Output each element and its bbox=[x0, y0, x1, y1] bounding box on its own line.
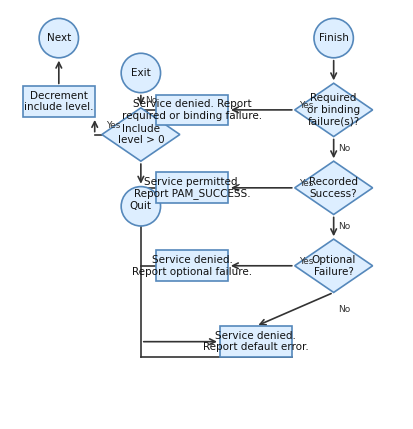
FancyBboxPatch shape bbox=[23, 86, 95, 117]
Text: Service permitted.
Report PAM_SUCCESS.: Service permitted. Report PAM_SUCCESS. bbox=[134, 177, 250, 199]
Circle shape bbox=[39, 18, 78, 58]
FancyBboxPatch shape bbox=[156, 172, 228, 203]
Text: Decrement
include level.: Decrement include level. bbox=[24, 91, 94, 112]
FancyBboxPatch shape bbox=[156, 251, 228, 281]
Text: Yes: Yes bbox=[299, 101, 313, 110]
Text: Finish: Finish bbox=[319, 33, 349, 43]
Text: Service denied.
Report optional failure.: Service denied. Report optional failure. bbox=[132, 255, 252, 277]
Polygon shape bbox=[295, 83, 373, 136]
Text: Exit: Exit bbox=[131, 68, 151, 78]
Text: Required
or binding
failure(s)?: Required or binding failure(s)? bbox=[307, 93, 360, 127]
Text: Service denied. Report
required or binding failure.: Service denied. Report required or bindi… bbox=[122, 99, 262, 121]
Text: No: No bbox=[338, 145, 350, 153]
Circle shape bbox=[121, 53, 161, 93]
FancyBboxPatch shape bbox=[156, 94, 228, 125]
Circle shape bbox=[121, 187, 161, 226]
Polygon shape bbox=[295, 239, 373, 293]
Text: No: No bbox=[145, 96, 157, 105]
Text: Service denied.
Report default error.: Service denied. Report default error. bbox=[203, 331, 309, 353]
Text: Recorded
Success?: Recorded Success? bbox=[309, 177, 358, 199]
Text: No: No bbox=[338, 305, 350, 314]
Text: Yes: Yes bbox=[299, 179, 313, 188]
Text: Yes: Yes bbox=[299, 257, 313, 266]
Polygon shape bbox=[102, 108, 180, 161]
Text: Next: Next bbox=[47, 33, 71, 43]
Text: Optional
Failure?: Optional Failure? bbox=[311, 255, 356, 277]
Text: Include
level > 0: Include level > 0 bbox=[118, 124, 164, 145]
Text: Yes: Yes bbox=[106, 121, 120, 130]
Text: No: No bbox=[338, 222, 350, 231]
Text: Quit: Quit bbox=[130, 201, 152, 211]
FancyBboxPatch shape bbox=[220, 326, 292, 357]
Circle shape bbox=[314, 18, 354, 58]
Polygon shape bbox=[295, 161, 373, 214]
